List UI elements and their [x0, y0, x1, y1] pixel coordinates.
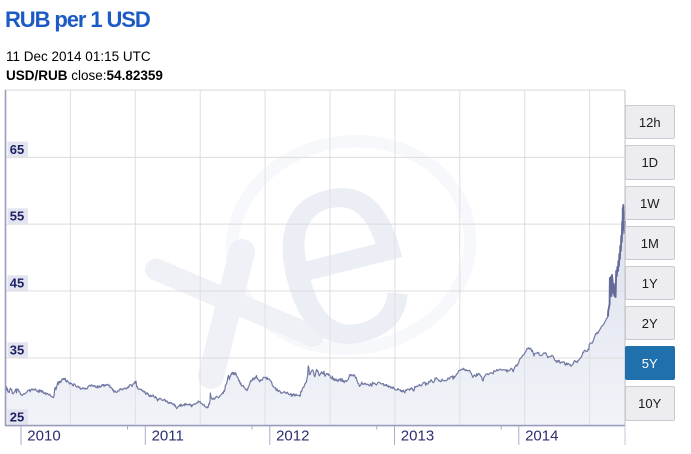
- svg-text:2011: 2011: [152, 428, 184, 445]
- svg-text:2010: 2010: [27, 428, 60, 445]
- svg-text:25: 25: [10, 410, 24, 425]
- svg-text:2012: 2012: [276, 428, 309, 445]
- svg-text:e: e: [233, 72, 445, 415]
- svg-text:65: 65: [10, 142, 24, 157]
- svg-text:35: 35: [10, 343, 24, 358]
- svg-text:2013: 2013: [401, 428, 434, 445]
- svg-text:55: 55: [10, 209, 24, 224]
- svg-text:45: 45: [10, 276, 24, 291]
- svg-text:2014: 2014: [525, 428, 558, 445]
